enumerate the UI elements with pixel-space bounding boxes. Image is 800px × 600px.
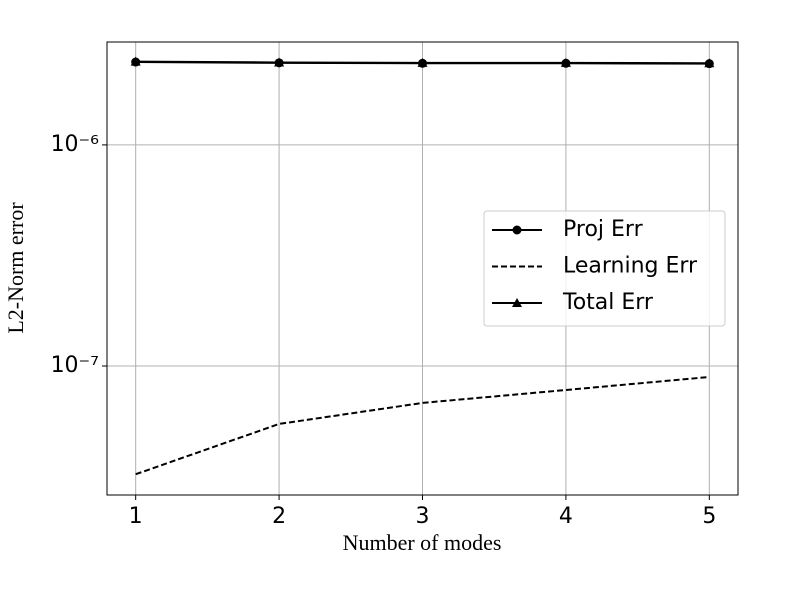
y-tick-label: 10⁻⁶ — [51, 132, 100, 157]
x-tick-label: 3 — [416, 504, 430, 529]
legend-marker — [512, 298, 522, 307]
series-line — [135, 375, 710, 476]
x-tick-label: 1 — [129, 504, 143, 529]
legend-label: Total Err — [562, 290, 654, 315]
marker — [130, 56, 141, 66]
legend-box — [483, 210, 726, 327]
plot-frame — [106, 41, 739, 496]
y-tick-label: 10⁻⁷ — [51, 353, 99, 378]
x-tick-label: 5 — [702, 504, 716, 529]
x-tick-label: 4 — [559, 504, 573, 529]
marker — [704, 58, 715, 68]
x-tick-label: 2 — [272, 504, 286, 529]
marker — [417, 57, 428, 67]
legend-marker — [512, 225, 522, 235]
marker — [560, 57, 571, 67]
legend-label: Learning Err — [563, 254, 698, 279]
legend: Proj Err Learning Err Total Err — [483, 210, 726, 327]
x-axis-label: Number of modes — [343, 530, 502, 555]
legend-label: Proj Err — [563, 217, 644, 242]
marker — [274, 57, 285, 67]
y-axis-label: L2-Norm error — [3, 202, 28, 334]
